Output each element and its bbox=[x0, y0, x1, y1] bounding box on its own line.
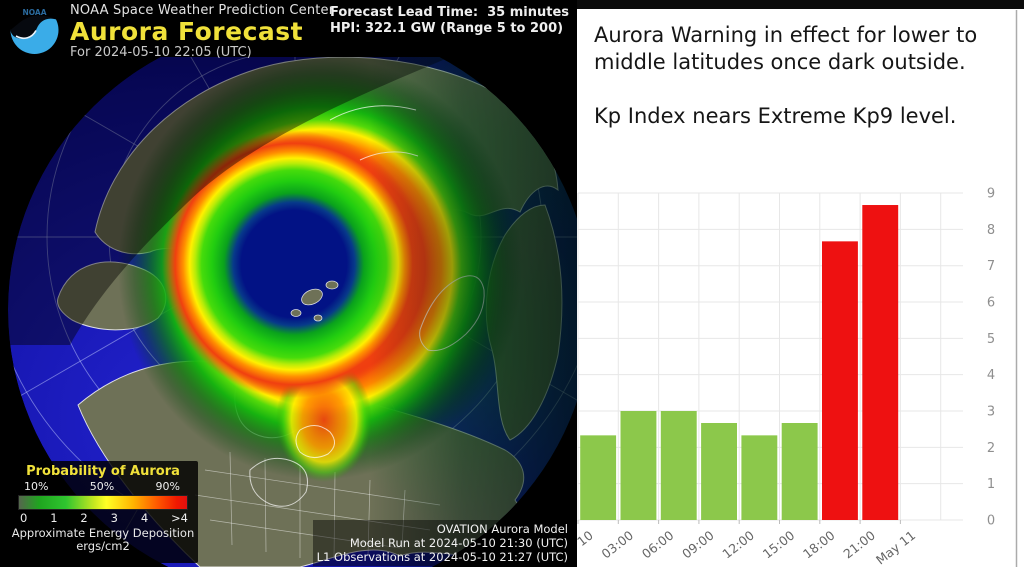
kp-bar bbox=[580, 435, 617, 520]
svalbard-islands bbox=[290, 280, 339, 322]
scale-gt4: >4 bbox=[171, 511, 188, 525]
forecast-datetime: For 2024-05-10 22:05 (UTC) bbox=[70, 44, 252, 60]
kp-bar bbox=[701, 422, 737, 520]
y-tick-label: 1 bbox=[987, 477, 995, 492]
kp-bar bbox=[620, 411, 657, 520]
agency-name: NOAA Space Weather Prediction Center bbox=[70, 3, 335, 18]
x-tick-label: 18:00 bbox=[800, 528, 838, 562]
legend-caption-units: ergs/cm2 bbox=[76, 539, 130, 554]
legend-caption: Approximate Energy Deposition bbox=[11, 526, 195, 540]
warning-line-2: Kp Index nears Extreme Kp9 level. bbox=[594, 103, 957, 128]
scale-4: 4 bbox=[140, 511, 149, 525]
probability-colorbar bbox=[18, 495, 188, 510]
y-tick-label: 3 bbox=[987, 405, 995, 420]
kp-bar bbox=[862, 205, 899, 520]
scale-1: 1 bbox=[50, 511, 58, 525]
x-tick-label: 15:00 bbox=[760, 528, 798, 562]
aurora-map-panel: NOAA NOAA Space Weather Prediction Cente… bbox=[0, 0, 577, 567]
kp-bar bbox=[741, 435, 778, 520]
warning-line-1: Aurora Warning in effect for lower to mi… bbox=[594, 23, 978, 74]
model-run-time: Model Run at 2024-05-10 21:30 (UTC) bbox=[349, 535, 568, 550]
probability-legend: Probability of Aurora 10% 50% 90% 0 1 2 … bbox=[8, 461, 198, 563]
scale-0: 0 bbox=[20, 511, 28, 525]
legend-pct-90: 90% bbox=[155, 480, 180, 493]
map-title-block: NOAA Space Weather Prediction Center Aur… bbox=[70, 4, 334, 60]
y-tick-label: 4 bbox=[987, 368, 995, 383]
kp-bar bbox=[660, 411, 697, 520]
x-tick-label: 12:00 bbox=[719, 528, 757, 562]
legend-title: Probability of Aurora bbox=[26, 464, 180, 479]
forecast-lead-time: Forecast Lead Time: 35 minutes bbox=[329, 5, 569, 20]
scale-2: 2 bbox=[80, 511, 88, 525]
y-tick-label: 5 bbox=[987, 332, 995, 347]
y-tick-label: 8 bbox=[987, 223, 995, 238]
kp-index-panel: Aurora Warning in effect for lower to mi… bbox=[577, 0, 1024, 567]
noaa-logo-icon: NOAA bbox=[7, 2, 62, 57]
shadow-terminator bbox=[8, 57, 450, 345]
legend-scale-row: 0 1 2 3 4 >4 bbox=[8, 511, 198, 525]
kp-bar bbox=[822, 241, 858, 520]
panel-top-bar bbox=[577, 0, 1024, 9]
scale-3: 3 bbox=[110, 511, 118, 525]
noaa-logo-text: NOAA bbox=[22, 8, 46, 17]
y-tick-label: 2 bbox=[987, 441, 995, 456]
y-tick-label: 6 bbox=[987, 296, 995, 311]
legend-percent-row: 10% 50% 90% bbox=[8, 479, 198, 493]
y-tick-label: 0 bbox=[987, 514, 995, 529]
model-info-block: OVATION Aurora Model Model Run at 2024-0… bbox=[312, 519, 572, 566]
legend-pct-10: 10% bbox=[24, 480, 49, 493]
y-tick-label: 7 bbox=[987, 259, 995, 274]
x-tick-label: 03:00 bbox=[599, 528, 637, 562]
legend-pct-50: 50% bbox=[89, 480, 115, 493]
polar-cap-hole bbox=[162, 130, 426, 398]
y-tick-label: 9 bbox=[987, 187, 995, 202]
l1-observation-time: L1 Observations at 2024-05-10 21:27 (UTC… bbox=[316, 549, 568, 564]
hemispheric-power-index: HPI: 322.1 GW (Range 5 to 200) bbox=[329, 21, 564, 37]
x-tick-label: May 10 bbox=[577, 528, 596, 567]
forecast-stats-block: Forecast Lead Time: 35 minutes HPI: 322.… bbox=[330, 5, 569, 38]
kp-index-bar-chart: 0 1 2 3 4 5 6 7 8 9 May 10 03:00 06:00 09:00 12:00 15:0… bbox=[577, 10, 1018, 567]
model-name: OVATION Aurora Model bbox=[436, 521, 568, 536]
map-header-bar: NOAA NOAA Space Weather Prediction Cente… bbox=[0, 0, 577, 60]
x-tick-label: 09:00 bbox=[679, 528, 717, 562]
map-title: Aurora Forecast bbox=[70, 16, 304, 46]
x-tick-label: May 11 bbox=[873, 528, 918, 567]
kp-bar bbox=[781, 422, 818, 520]
aurora-warning-text: Aurora Warning in effect for lower to mi… bbox=[594, 22, 1008, 157]
x-tick-label: 06:00 bbox=[639, 528, 677, 562]
